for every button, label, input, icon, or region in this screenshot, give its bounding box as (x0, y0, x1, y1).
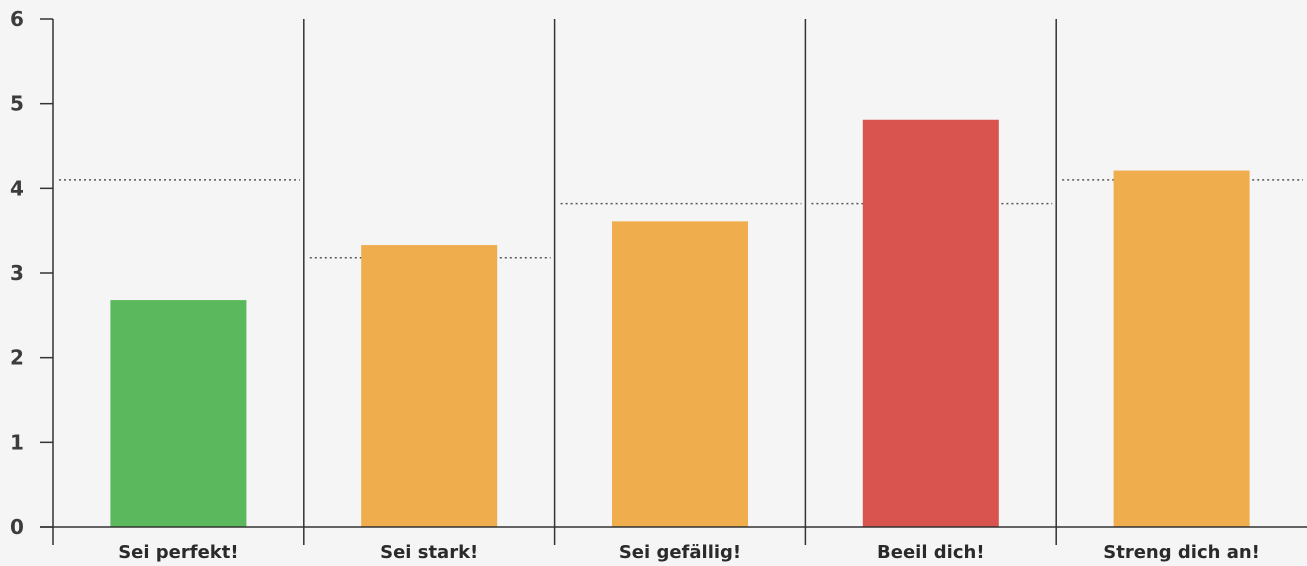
y-tick-label: 0 (10, 515, 24, 539)
bar-4 (862, 119, 999, 528)
y-tick-label: 5 (10, 92, 24, 116)
x-tick-label: Beeil dich! (877, 542, 985, 563)
x-tick-label: Sei perfekt! (118, 542, 238, 563)
y-tick-label: 2 (10, 346, 24, 370)
bar-5 (1113, 170, 1250, 527)
bars (110, 119, 1250, 528)
x-tick-label: Streng dich an! (1103, 542, 1260, 563)
axes (40, 18, 1307, 545)
y-tick-label: 6 (10, 7, 24, 31)
y-tick-label: 1 (10, 430, 24, 454)
bar-1 (110, 300, 247, 527)
y-tick-label: 3 (10, 261, 24, 285)
y-tick-labels: 0 1 2 3 4 5 6 (10, 7, 24, 539)
x-tick-label: Sei gefällig! (619, 542, 741, 563)
x-tick-label: Sei stark! (380, 542, 478, 563)
category-separators (303, 19, 1057, 545)
x-tick-labels: Sei perfekt! Sei stark! Sei gefällig! Beeil… (118, 542, 1260, 563)
y-tick-label: 4 (10, 176, 24, 200)
bar-2 (361, 245, 498, 527)
bar-3 (612, 221, 748, 527)
